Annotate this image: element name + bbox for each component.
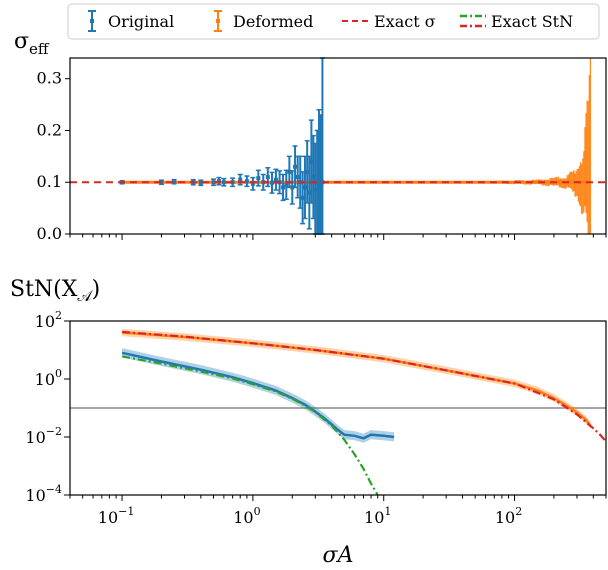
top-ytick-label: 0.2 <box>37 120 62 139</box>
original-point <box>311 175 316 180</box>
legend-item-deformed: Deformed <box>214 10 313 32</box>
legend-deformed-marker <box>216 19 220 23</box>
bottom-xtick-label: 10−1 <box>98 505 135 527</box>
legend-exact-sigma-label: Exact σ <box>374 12 436 31</box>
bottom-ylabel-sub: 𝒜 <box>77 287 93 305</box>
bottom-xtick-label: 101 <box>364 505 391 527</box>
original-point <box>290 185 295 190</box>
original-point <box>216 179 221 184</box>
original-point <box>287 169 292 174</box>
top-plot-area <box>70 57 606 235</box>
legend-exact-stn-label: Exact StN <box>491 12 573 31</box>
legend-box <box>67 3 600 40</box>
original-point <box>284 182 289 187</box>
exact-stn-original-line <box>121 355 379 496</box>
original-point <box>256 176 261 181</box>
legend-item-exact-sigma: Exact σ <box>342 12 436 31</box>
bottom-ytick-label: 10−2 <box>25 425 62 447</box>
bottom-ytick-label: 102 <box>35 309 62 331</box>
original-point <box>211 180 216 185</box>
bottom-xtick-label: 100 <box>233 505 260 527</box>
bottom-ylabel: StN(X𝒜) <box>10 277 100 305</box>
legend: Original Deformed Exact σ Exact StN <box>67 3 600 40</box>
original-point <box>172 179 177 184</box>
original-point <box>313 188 318 192</box>
bottom-ticks: 102 100 10−2 10−4 10−1 100 101 102 <box>25 309 607 527</box>
legend-deformed-label: Deformed <box>233 12 313 31</box>
original-point <box>295 175 300 180</box>
legend-item-original: Original <box>88 10 174 32</box>
bottom-axes-frame <box>69 320 607 496</box>
original-point <box>221 180 226 185</box>
original-point <box>159 180 164 185</box>
original-point <box>281 185 286 190</box>
original-point <box>250 181 255 186</box>
original-point <box>300 195 305 200</box>
top-axes-frame <box>69 57 607 235</box>
deformed-stn-line <box>122 331 592 427</box>
legend-original-label: Original <box>108 12 174 31</box>
bottom-panel: StN(X𝒜) 102 100 10−2 10−4 10−1 100 101 102 σA <box>10 277 607 568</box>
top-panel: σeff 0.0 0.1 0.2 0.3 <box>14 29 607 243</box>
original-point <box>238 177 243 182</box>
original-point <box>305 169 310 174</box>
legend-item-exact-stn: Exact StN <box>460 12 573 31</box>
original-point <box>302 185 307 190</box>
top-ytick-label: 0.3 <box>37 69 62 88</box>
original-point <box>270 180 275 185</box>
top-ytick-label: 0.0 <box>37 224 62 243</box>
top-ytick-label: 0.1 <box>37 172 62 191</box>
original-point <box>318 185 323 190</box>
original-point <box>307 190 312 195</box>
original-point <box>309 159 314 164</box>
original-stn-line <box>121 351 395 440</box>
bottom-ytick-label: 100 <box>35 367 62 389</box>
original-point <box>265 175 270 180</box>
original-point <box>198 180 203 185</box>
bottom-plot-area <box>70 328 607 496</box>
top-ylabel-sub: eff <box>29 40 50 58</box>
exact-stn-deformed-line <box>122 330 607 443</box>
legend-original-marker <box>90 19 94 23</box>
bottom-xlabel: σA <box>323 543 354 568</box>
top-ylabel: σeff <box>14 29 50 58</box>
original-point <box>315 180 320 185</box>
bottom-xtick-label: 102 <box>495 505 522 527</box>
original-point <box>293 164 298 169</box>
original-point <box>316 169 321 174</box>
deformed-band <box>122 328 591 430</box>
original-point <box>273 177 278 182</box>
original-point <box>244 179 249 184</box>
bottom-ytick-label: 10−4 <box>25 483 62 505</box>
